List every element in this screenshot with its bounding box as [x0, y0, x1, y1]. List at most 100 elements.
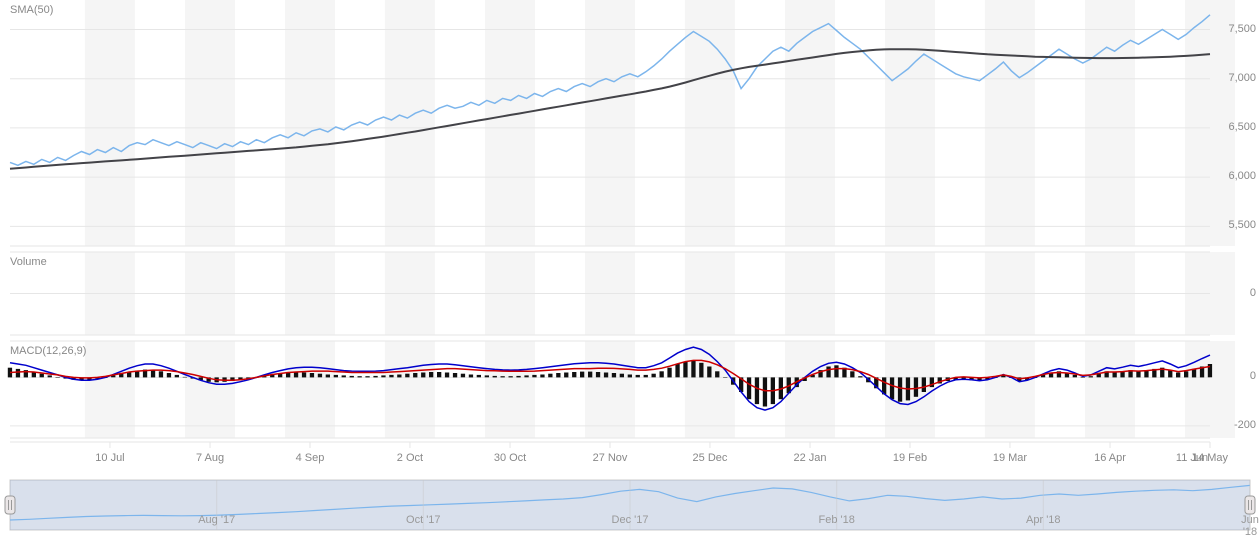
macd-hist-bar	[660, 371, 664, 377]
macd-hist-bar	[334, 375, 338, 377]
macd-hist-bar	[572, 372, 576, 377]
macd-hist-bar	[445, 373, 449, 378]
macd-hist-bar	[691, 360, 695, 377]
plot-band	[985, 0, 1035, 246]
plot-band	[385, 0, 435, 246]
macd-hist-bar	[389, 375, 393, 377]
macd-hist-bar	[524, 375, 528, 377]
plot-band	[485, 0, 535, 246]
macd-hist-bar	[628, 375, 632, 378]
x-tick-label: 22 Jan	[794, 452, 827, 464]
nav-tick-label: Feb '18	[819, 514, 855, 526]
x-tick-label: 7 Aug	[196, 452, 224, 464]
nav-tick-label: Apr '18	[1026, 514, 1061, 526]
macd-hist-bar	[358, 376, 362, 377]
macd-hist-bar	[350, 376, 354, 378]
macd-hist-bar	[294, 373, 298, 378]
macd-hist-bar	[437, 372, 441, 377]
macd-hist-bar	[636, 375, 640, 377]
macd-hist-bar	[461, 374, 465, 378]
macd-hist-bar	[183, 377, 187, 378]
nav-tick-label: Dec '17	[612, 514, 649, 526]
x-tick-label: 10 Jul	[95, 452, 124, 464]
plot-band	[85, 0, 135, 246]
plot-band	[685, 0, 735, 246]
macd-hist-bar	[493, 376, 497, 378]
macd-hist-bar	[342, 375, 346, 377]
macd-hist-bar	[548, 374, 552, 378]
y-tick-label: 7,500	[1216, 23, 1256, 35]
plot-band	[985, 341, 1035, 438]
macd-hist-bar	[1184, 371, 1188, 377]
macd-hist-bar	[167, 373, 171, 377]
y-tick-label: 0	[1216, 370, 1256, 382]
macd-hist-bar	[604, 373, 608, 378]
macd-hist-bar	[540, 375, 544, 378]
plot-band	[785, 0, 835, 246]
nav-tick-label: Aug '17	[198, 514, 235, 526]
macd-hist-bar	[922, 377, 926, 392]
y-tick-label: 0	[1216, 287, 1256, 299]
macd-label: MACD(12,26,9)	[10, 345, 86, 357]
plot-band	[185, 341, 235, 438]
macd-hist-bar	[588, 372, 592, 378]
macd-hist-bar	[1081, 377, 1085, 378]
macd-hist-bar	[310, 373, 314, 377]
plot-band	[185, 0, 235, 246]
navigator-handle[interactable]	[5, 496, 15, 514]
macd-hist-bar	[620, 374, 624, 378]
macd-hist-bar	[707, 367, 711, 378]
macd-hist-bar	[675, 364, 679, 377]
navigator-handle[interactable]	[1245, 496, 1255, 514]
macd-hist-bar	[48, 375, 52, 377]
macd-hist-bar	[1136, 371, 1140, 377]
macd-hist-bar	[683, 362, 687, 378]
plot-band	[285, 0, 335, 246]
macd-hist-bar	[1176, 373, 1180, 378]
macd-hist-bar	[405, 374, 409, 378]
macd-hist-bar	[858, 376, 862, 377]
macd-hist-bar	[1168, 370, 1172, 377]
x-tick-label: 11 Jun	[1176, 452, 1208, 464]
macd-hist-bar	[850, 371, 854, 377]
plot-band	[1085, 0, 1135, 246]
macd-hist-bar	[826, 367, 830, 378]
macd-hist-bar	[747, 377, 751, 399]
macd-hist-bar	[485, 375, 489, 377]
macd-hist-bar	[834, 365, 838, 377]
macd-hist-bar	[556, 373, 560, 377]
x-tick-label: 27 Nov	[593, 452, 628, 464]
macd-hist-bar	[397, 375, 401, 378]
plot-band	[385, 341, 435, 438]
macd-hist-bar	[667, 368, 671, 378]
macd-hist-bar	[453, 373, 457, 377]
macd-hist-bar	[532, 375, 536, 377]
macd-hist-bar	[723, 377, 727, 378]
macd-hist-bar	[564, 373, 568, 378]
macd-hist-bar	[413, 373, 417, 377]
macd-hist-bar	[580, 372, 584, 378]
plot-band	[585, 341, 635, 438]
y-tick-label: 6,500	[1216, 121, 1256, 133]
macd-hist-bar	[159, 371, 163, 377]
plot-band	[585, 0, 635, 246]
macd-hist-bar	[477, 375, 481, 377]
macd-hist-bar	[914, 377, 918, 396]
macd-hist-bar	[1089, 376, 1093, 377]
plot-band	[85, 341, 135, 438]
macd-hist-bar	[596, 372, 600, 377]
x-tick-label: 4 Sep	[296, 452, 325, 464]
macd-hist-bar	[373, 376, 377, 378]
macd-hist-bar	[175, 375, 179, 377]
macd-hist-bar	[501, 376, 505, 377]
macd-hist-bar	[644, 375, 648, 377]
sma-label: SMA(50)	[10, 4, 53, 16]
stock-chart	[0, 0, 1260, 538]
macd-hist-bar	[1073, 375, 1077, 377]
macd-hist-bar	[516, 376, 520, 378]
macd-hist-bar	[612, 373, 616, 377]
y-tick-label: 5,500	[1216, 219, 1256, 231]
x-tick-label: 16 Apr	[1094, 452, 1126, 464]
macd-hist-bar	[318, 374, 322, 378]
plot-band	[485, 341, 535, 438]
